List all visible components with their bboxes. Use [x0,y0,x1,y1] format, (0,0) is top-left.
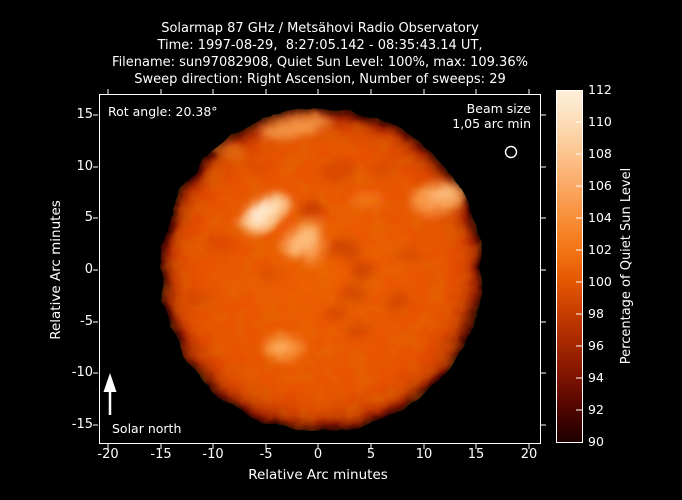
solar-north-label: Solar north [112,421,182,436]
plot-frame [99,94,541,444]
colorbar-ticks [576,121,582,411]
colorbar [556,90,583,443]
x-tick-label: 20 [520,447,538,462]
beam-size-value: 1,05 arc min [452,116,531,131]
figure-title-block: Solarmap 87 GHz / Metsähovi Radio Observ… [0,20,640,88]
y-axis-label: Relative Arc minutes [48,200,64,340]
rot-angle-annotation: Rot angle: 20.38° [108,104,218,119]
y-tick-label: 5 [84,210,93,225]
x-axis-label: Relative Arc minutes [248,467,388,483]
colorbar-tick-label: 104 [588,210,612,225]
sun-mottling-texture [160,109,482,431]
colorbar-axis-label: Percentage of Quiet Sun Level [619,167,634,365]
title-line-3: Filename: sun97082908, Quiet Sun Level: … [112,55,528,70]
beam-size-circle-icon [504,145,518,159]
title-line-4: Sweep direction: Right Ascension, Number… [134,72,506,87]
title-line-1: Solarmap 87 GHz / Metsähovi Radio Observ… [161,21,479,36]
colorbar-tick-label: 94 [588,370,604,385]
x-tick-label: -15 [150,447,172,462]
y-tick-label: -5 [80,314,93,329]
y-axis-left-ticks [93,114,98,426]
sun-disk-group [160,109,482,431]
y-tick-label: 15 [76,107,93,122]
x-tick-label: 15 [467,447,485,462]
colorbar-tick-label: 90 [588,434,604,449]
beam-size-annotation: Beam size 1,05 arc min [351,101,531,131]
x-tick-label: 0 [313,447,323,462]
colorbar-tick-label: 92 [588,402,604,417]
x-tick-label: -20 [97,447,119,462]
x-axis-top-ticks [107,89,530,94]
colorbar-tick-label: 108 [588,146,612,161]
x-axis-bottom-ticks [107,444,530,449]
y-tick-label: 0 [84,262,93,277]
solar-north-arrow-icon [103,373,117,415]
x-tick-label: -10 [202,447,224,462]
x-tick-label: -5 [259,447,273,462]
colorbar-tick-label: 102 [588,242,612,257]
colorbar-tick-label: 110 [588,114,612,129]
title-line-2: Time: 1997-08-29, 8:27:05.142 - 08:35:43… [157,38,483,53]
colorbar-tick-label: 96 [588,338,604,353]
y-axis-right-ticks [541,114,546,426]
x-tick-label: 10 [415,447,433,462]
colorbar-tick-label: 112 [588,82,612,97]
y-tick-label: -15 [71,417,93,432]
y-tick-label: 10 [76,159,93,174]
colorbar-tick-label: 100 [588,274,612,289]
x-tick-label: 5 [366,447,376,462]
colorbar-tick-label: 106 [588,178,612,193]
y-tick-label: -10 [71,365,93,380]
beam-size-label: Beam size [466,101,531,116]
colorbar-tick-label: 98 [588,306,604,321]
sun-features [177,115,465,361]
